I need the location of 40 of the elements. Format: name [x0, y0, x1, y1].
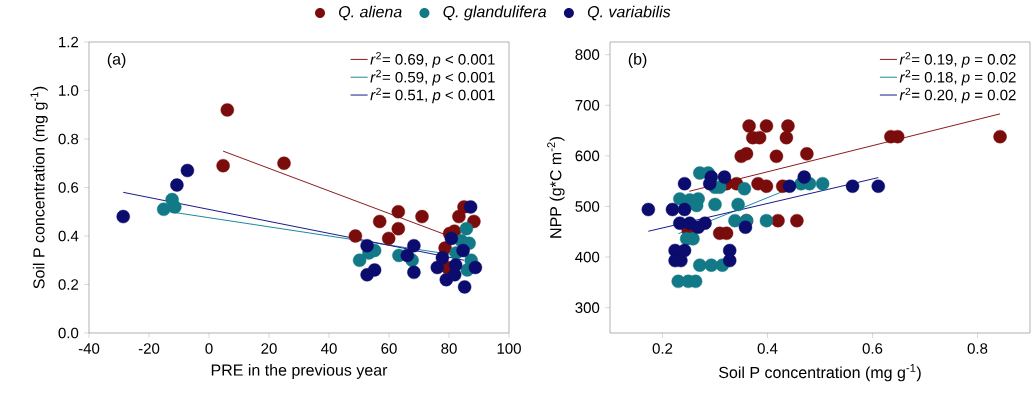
x-tick-label: 100	[497, 343, 521, 354]
legend-label: r$^{2}$= 0.59, p < 0.001	[370, 69, 495, 86]
legend-label: r$^{2}$= 0.20, p = 0.02	[899, 87, 1016, 104]
y-tick-label: 0.0	[58, 327, 79, 339]
x-tick-label: 80	[441, 343, 457, 354]
x-tick-label: 0.2	[652, 343, 673, 354]
y-tick-label: 400	[575, 251, 600, 263]
y-tick-label: 1.0	[59, 85, 79, 96]
legend-label: Q. variabilis	[587, 5, 671, 21]
x-tick-label: -40	[78, 343, 100, 354]
x-tick-label: 0.8	[967, 343, 988, 354]
x-axis-title: PRE in the previous year	[211, 364, 388, 379]
y-tick-label: 0.8	[58, 133, 79, 145]
legend-label: Q. glandulifera	[443, 5, 547, 21]
y-tick-label: 0.4	[58, 230, 79, 242]
x-tick-label: 60	[381, 343, 397, 354]
legend-label: r$^{2}$= 0.69, p < 0.001	[370, 52, 495, 68]
x-tick-label: 0.4	[757, 343, 778, 354]
y-axis-title: NPP (g*C m$^{-2}$)	[547, 137, 565, 238]
y-tick-label: 800	[575, 49, 600, 60]
legend-label: r$^{2}$= 0.18, p = 0.02	[899, 69, 1016, 86]
y-tick-label: 500	[575, 201, 600, 212]
x-tick-label: 0	[205, 343, 213, 354]
legend-label: r$^{2}$= 0.51, p < 0.001	[370, 87, 495, 104]
y-tick-label: 1.2	[59, 36, 79, 48]
y-axis-title: Soil P concentration (mg g$^{-1}$)	[30, 86, 48, 289]
annotation: (b)	[628, 53, 647, 68]
y-tick-label: 700	[575, 99, 600, 111]
annotation: (a)	[107, 53, 126, 68]
legend-label: r$^{2}$= 0.19, p = 0.02	[899, 52, 1016, 68]
x-axis-title: Soil P concentration (mg g$^{-1}$)	[719, 364, 921, 382]
y-tick-label: 600	[575, 150, 600, 162]
x-tick-label: -20	[138, 343, 160, 354]
y-tick-label: 0.6	[58, 182, 79, 193]
y-tick-label: 0.2	[58, 279, 79, 290]
y-tick-label: 300	[575, 302, 600, 313]
x-tick-label: 40	[321, 343, 337, 354]
legend-label: Q. aliena	[338, 5, 402, 21]
x-tick-label: 0.6	[862, 343, 883, 354]
x-tick-label: 20	[261, 343, 277, 354]
